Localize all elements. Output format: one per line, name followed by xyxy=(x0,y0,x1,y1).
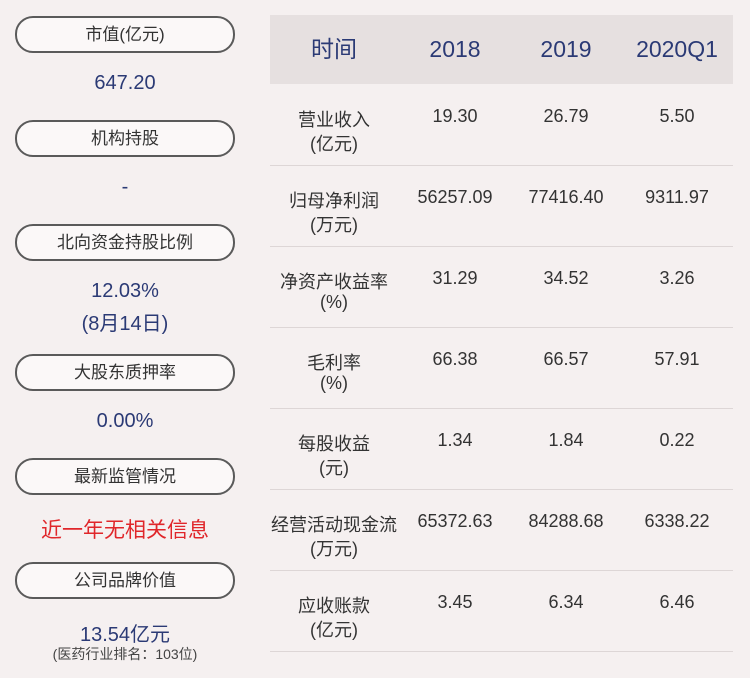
row-label: (元) xyxy=(319,458,349,478)
row-label: 每股收益 xyxy=(298,434,370,454)
row-value: 9311.97 xyxy=(645,187,709,207)
summary-value: 12.03% xyxy=(91,280,159,302)
summary-value: 647.20 xyxy=(94,72,156,94)
row-separator xyxy=(270,408,733,409)
row-value: 3.26 xyxy=(659,268,695,288)
row-value: 56257.09 xyxy=(417,187,493,207)
header-cell: 2020Q1 xyxy=(636,36,718,62)
header-cell: 2019 xyxy=(540,36,592,62)
summary-label: 市值(亿元) xyxy=(15,16,235,53)
summary-label: 大股东质押率 xyxy=(15,354,235,391)
table-header-bg xyxy=(270,15,733,84)
row-label: (亿元) xyxy=(310,134,358,154)
row-label: (%) xyxy=(320,292,348,312)
row-value: 3.45 xyxy=(437,592,473,612)
row-value: 84288.68 xyxy=(528,511,604,531)
row-value: 31.29 xyxy=(432,268,478,288)
row-value: 66.38 xyxy=(432,349,478,369)
row-value: 66.57 xyxy=(543,349,589,369)
row-separator xyxy=(270,246,733,247)
row-label: 营业收入 xyxy=(298,110,370,130)
header-cell: 2018 xyxy=(429,36,481,62)
row-label: (%) xyxy=(320,373,348,393)
row-value: 57.91 xyxy=(654,349,700,369)
row-label: 净资产收益率 xyxy=(280,272,388,292)
row-value: 0.22 xyxy=(659,430,695,450)
row-label: (万元) xyxy=(310,539,358,559)
summary-label: 机构持股 xyxy=(15,120,235,157)
row-label: (亿元) xyxy=(310,620,358,640)
row-value: 19.30 xyxy=(432,106,478,126)
row-separator xyxy=(270,165,733,166)
summary-value: - xyxy=(121,176,129,198)
row-label: 经营活动现金流 xyxy=(271,515,397,535)
row-value: 6.46 xyxy=(659,592,695,612)
alert-value: 近一年无相关信息 xyxy=(41,519,209,542)
row-value: 1.84 xyxy=(548,430,584,450)
row-separator xyxy=(270,570,733,571)
row-value: 34.52 xyxy=(543,268,589,288)
summary-value: 13.54亿元 xyxy=(79,624,171,646)
row-label: (万元) xyxy=(310,215,358,235)
summary-label: 北向资金持股比例 xyxy=(15,224,235,261)
row-value: 1.34 xyxy=(437,430,473,450)
row-value: 77416.40 xyxy=(528,187,604,207)
row-value: 65372.63 xyxy=(417,511,493,531)
summary-label: 最新监管情况 xyxy=(15,458,235,495)
summary-value: (8月14日) xyxy=(81,313,169,335)
summary-label: 公司品牌价值 xyxy=(15,562,235,599)
row-value: 26.79 xyxy=(543,106,589,126)
row-separator xyxy=(270,651,733,652)
row-label: 应收账款 xyxy=(298,596,370,616)
header-cell: 时间 xyxy=(311,36,357,62)
row-label: 归母净利润 xyxy=(289,191,379,211)
row-value: 5.50 xyxy=(659,106,695,126)
row-separator xyxy=(270,327,733,328)
summary-note: (医药行业排名：103位) xyxy=(52,646,198,662)
row-value: 6338.22 xyxy=(644,511,710,531)
row-label: 毛利率 xyxy=(307,353,361,373)
row-value: 6.34 xyxy=(548,592,584,612)
row-separator xyxy=(270,489,733,490)
summary-value: 0.00% xyxy=(96,410,154,432)
